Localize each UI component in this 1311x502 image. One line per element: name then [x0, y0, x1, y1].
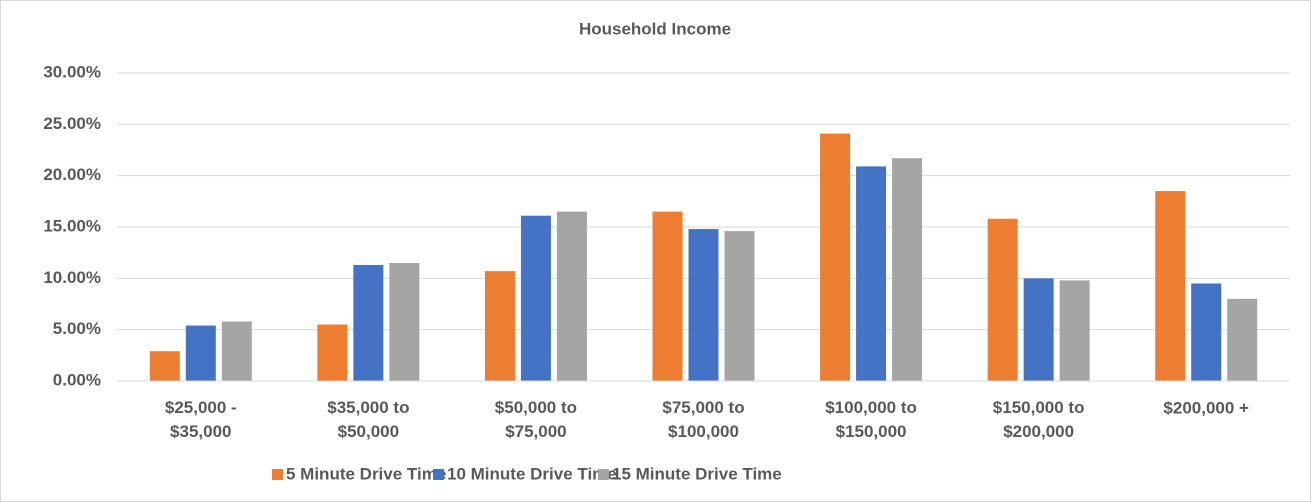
legend-label: 5 Minute Drive Time	[286, 464, 446, 483]
bar	[987, 218, 1018, 381]
bar	[724, 231, 755, 381]
bar	[652, 211, 683, 381]
y-tick-label: 5.00%	[53, 319, 101, 338]
x-tick-label: $75,000 to $100,000	[662, 398, 744, 441]
bar	[149, 351, 180, 381]
legend-swatch	[272, 469, 283, 480]
y-tick-label: 10.00%	[43, 268, 101, 287]
y-tick-label: 0.00%	[53, 370, 101, 389]
y-tick-label: 30.00%	[43, 62, 101, 81]
chart-title: Household Income	[579, 19, 731, 38]
legend-swatch	[598, 469, 609, 480]
x-tick-label: $100,000 to $150,000	[825, 398, 917, 441]
bar	[688, 229, 719, 381]
bar	[1191, 283, 1222, 381]
legend-label: 15 Minute Drive Time	[612, 464, 782, 483]
bar	[317, 324, 348, 381]
bar	[520, 215, 551, 381]
bar	[185, 325, 216, 381]
bar	[221, 321, 252, 381]
bar	[1227, 298, 1258, 381]
bar	[1155, 191, 1186, 381]
bar	[353, 264, 384, 381]
bar	[1059, 280, 1090, 381]
bar	[389, 262, 420, 381]
y-tick-label: 20.00%	[43, 165, 101, 184]
bar	[556, 211, 587, 381]
bar	[1023, 278, 1054, 381]
x-tick-label: $150,000 to $200,000	[993, 398, 1085, 441]
bar	[892, 158, 923, 381]
bar	[484, 271, 515, 381]
y-tick-label: 15.00%	[43, 216, 101, 235]
x-tick-label: $50,000 to $75,000	[495, 398, 577, 441]
bar	[820, 133, 851, 381]
legend-label: 10 Minute Drive Time	[447, 464, 617, 483]
x-tick-label: $35,000 to $50,000	[327, 398, 409, 441]
x-tick-label: $200,000 +	[1163, 398, 1249, 417]
bar	[856, 166, 887, 381]
y-tick-label: 25.00%	[43, 114, 101, 133]
x-tick-label: $25,000 -$35,000	[165, 398, 237, 441]
legend-swatch	[433, 469, 444, 480]
